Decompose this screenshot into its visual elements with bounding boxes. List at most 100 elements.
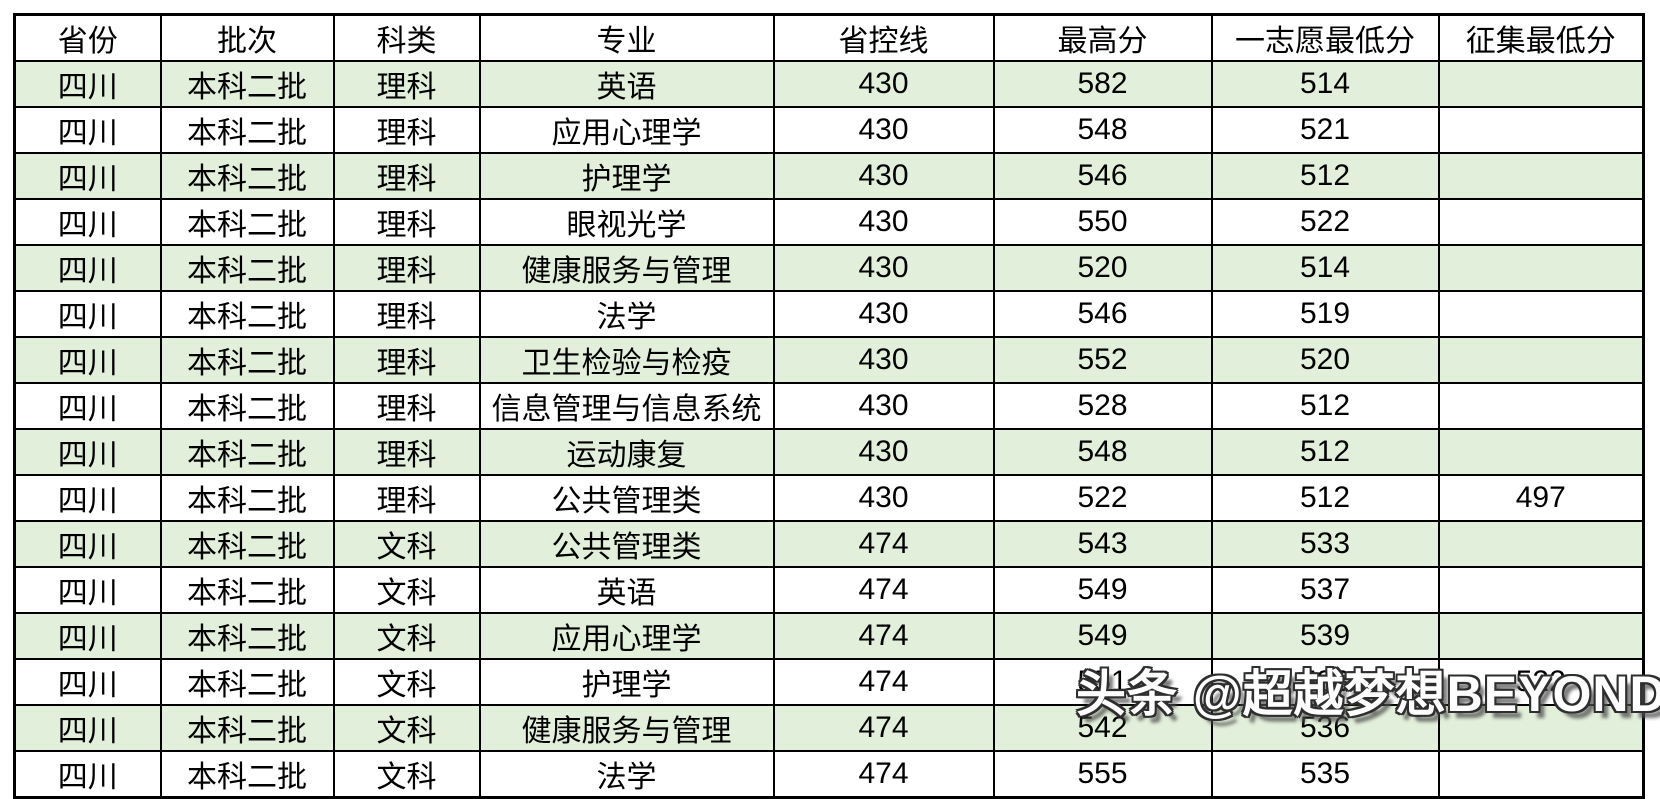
table-cell: 512 [1210,474,1440,522]
table-cell: 本科二批 [159,60,335,108]
table-cell: 519 [1210,290,1440,338]
table-cell: 536 [1210,704,1440,752]
table-cell: 555 [992,750,1213,799]
table-cell: 本科二批 [159,244,335,292]
table-cell: 430 [772,382,995,430]
table-row: 四川 本科二批 理科 护理学 430 546 512 [13,152,1645,200]
table-cell [1437,382,1645,430]
table-cell: 512 [1210,152,1440,200]
column-header: 科类 [332,13,481,62]
table-cell: 四川 [13,60,162,108]
table-cell: 文科 [332,750,481,799]
table-cell: 549 [992,566,1213,614]
table-cell: 健康服务与管理 [478,704,775,752]
table-cell: 文科 [332,520,481,568]
table-cell: 430 [772,428,995,476]
table-cell: 474 [772,750,995,799]
table-cell: 理科 [332,428,481,476]
table-row: 四川 本科二批 理科 公共管理类 430 522 512 497 [13,474,1645,522]
table-row: 四川 本科二批 理科 健康服务与管理 430 520 514 [13,244,1645,292]
header-row: 省份 批次 科类 专业 省控线 最高分 一志愿最低分 征集最低分 [13,13,1645,62]
table-cell: 本科二批 [159,152,335,200]
table-cell [1437,198,1645,246]
table-cell: 497 [1437,474,1645,522]
table-cell: 四川 [13,704,162,752]
table-row: 四川 本科二批 理科 信息管理与信息系统 430 528 512 [13,382,1645,430]
table-row: 四川 本科二批 文科 英语 474 549 537 [13,566,1645,614]
table-cell: 四川 [13,750,162,799]
table-cell: 548 [992,106,1213,154]
table-cell [1437,750,1645,799]
table-cell: 本科二批 [159,290,335,338]
table-cell: 应用心理学 [478,612,775,660]
table-cell: 本科二批 [159,658,335,706]
table-cell: 理科 [332,60,481,108]
table-cell: 本科二批 [159,612,335,660]
table-row: 四川 本科二批 文科 应用心理学 474 549 539 [13,612,1645,660]
table-cell: 430 [772,152,995,200]
table-cell: 理科 [332,106,481,154]
table-cell: 474 [772,520,995,568]
table-cell: 信息管理与信息系统 [478,382,775,430]
table-cell: 理科 [332,382,481,430]
table-cell: 512 [1210,382,1440,430]
table-cell: 卫生检验与检疫 [478,336,775,384]
table-cell: 552 [992,336,1213,384]
table-row: 四川 本科二批 理科 眼视光学 430 550 522 [13,198,1645,246]
table-cell: 四川 [13,382,162,430]
table-cell: 英语 [478,60,775,108]
table-cell: 474 [772,658,995,706]
table-cell: 四川 [13,658,162,706]
table-cell: 本科二批 [159,566,335,614]
table-cell: 四川 [13,566,162,614]
table-cell: 四川 [13,244,162,292]
table-cell: 四川 [13,336,162,384]
table-cell: 535 [1210,750,1440,799]
table-cell: 533 [1210,658,1440,706]
table-cell: 理科 [332,336,481,384]
table-cell: 528 [992,382,1213,430]
table-cell: 本科二批 [159,474,335,522]
table-cell: 英语 [478,566,775,614]
table-cell: 430 [772,474,995,522]
table-cell: 健康服务与管理 [478,244,775,292]
table-cell [1437,520,1645,568]
table-cell: 本科二批 [159,382,335,430]
table-cell: 公共管理类 [478,520,775,568]
table-cell [1437,106,1645,154]
table-cell: 430 [772,106,995,154]
table-row: 四川 本科二批 理科 英语 430 582 514 [13,60,1645,108]
table-cell: 护理学 [478,152,775,200]
table-cell: 430 [772,290,995,338]
table-row: 四川 本科二批 文科 健康服务与管理 474 542 536 [13,704,1645,752]
table-cell: 本科二批 [159,750,335,799]
table-cell: 四川 [13,428,162,476]
table-cell: 514 [1210,60,1440,108]
table-cell: 546 [992,290,1213,338]
table-cell: 474 [772,566,995,614]
table-cell: 本科二批 [159,198,335,246]
table-cell: 理科 [332,474,481,522]
table-cell: 551 [992,658,1213,706]
table-cell: 法学 [478,290,775,338]
table-cell: 法学 [478,750,775,799]
table-cell: 520 [992,244,1213,292]
table-cell: 520 [1210,336,1440,384]
column-header: 最高分 [992,13,1213,62]
table-body: 四川 本科二批 理科 英语 430 582 514 四川 本科二批 理科 应用心理学 430 548 52… [13,60,1645,799]
table-cell: 本科二批 [159,704,335,752]
table-cell: 430 [772,336,995,384]
table-cell: 应用心理学 [478,106,775,154]
table-cell: 582 [992,60,1213,108]
table-cell: 理科 [332,198,481,246]
column-header: 省控线 [772,13,995,62]
table-row: 四川 本科二批 理科 法学 430 546 519 [13,290,1645,338]
table-cell: 430 [772,198,995,246]
column-header: 一志愿最低分 [1210,13,1440,62]
table-cell: 550 [992,198,1213,246]
column-header: 征集最低分 [1437,13,1645,62]
table-cell: 运动康复 [478,428,775,476]
table-cell: 533 [1210,520,1440,568]
table-cell: 理科 [332,152,481,200]
column-header: 批次 [159,13,335,62]
